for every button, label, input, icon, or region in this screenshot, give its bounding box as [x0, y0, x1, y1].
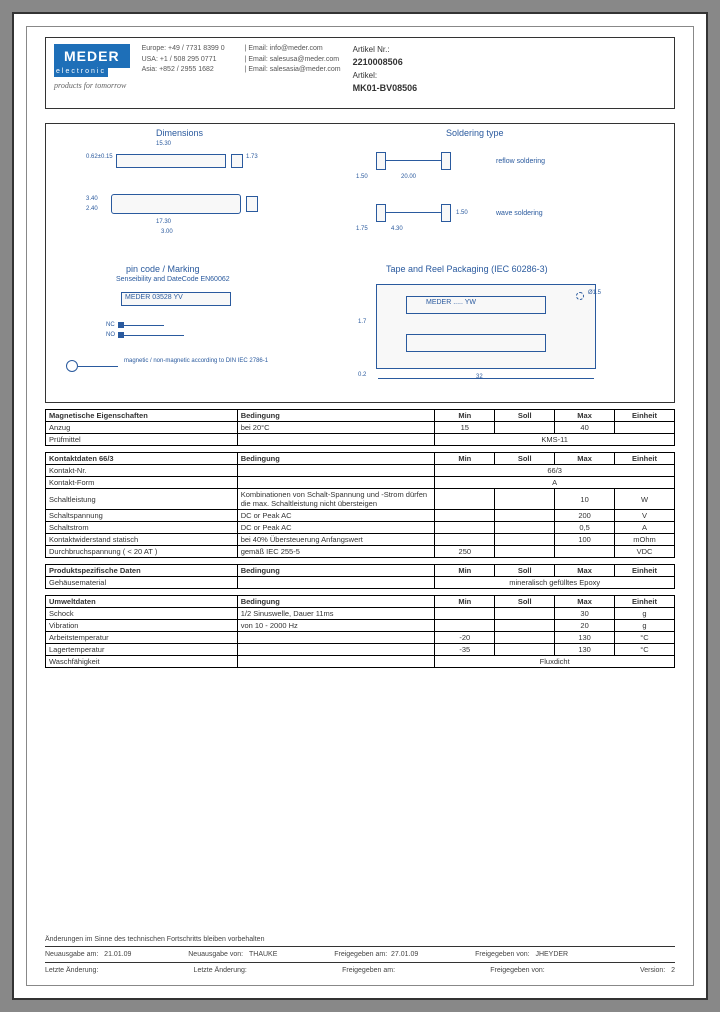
component-top-view	[116, 154, 226, 168]
marking-title: pin code / Marking	[126, 264, 200, 274]
soldering-title: Soldering type	[446, 128, 504, 138]
tape-marking: MEDER ..... YW	[426, 299, 476, 306]
datasheet-page: MEDER electronic products for tomorrow E…	[26, 26, 694, 986]
magnet-note: magnetic / non-magnetic according to DIN…	[124, 358, 268, 364]
spec-table: UmweltdatenBedingungMinSollMaxEinheitSch…	[45, 595, 675, 668]
article-nr: 2210008506	[353, 56, 418, 70]
article-name-label: Artikel:	[353, 70, 418, 82]
logo-block: MEDER electronic products for tomorrow	[54, 44, 130, 90]
reflow-pad2	[441, 152, 451, 170]
disclaimer: Änderungen im Sinne des technischen Fort…	[45, 936, 675, 943]
article-name: MK01-BV08506	[353, 82, 418, 96]
logo-subtitle: electronic	[54, 68, 108, 77]
technical-drawings: Dimensions Soldering type pin code / Mar…	[45, 123, 675, 403]
article-info: Artikel Nr.: 2210008506 Artikel: MK01-BV…	[353, 44, 418, 95]
tape-empty	[406, 334, 546, 352]
reflow-pad1	[376, 152, 386, 170]
spec-table: Magnetische EigenschaftenBedingungMinSol…	[45, 409, 675, 446]
footer-row2: Letzte Änderung: Letzte Änderung: Freige…	[45, 966, 675, 975]
dimensions-title: Dimensions	[156, 128, 203, 138]
contact-emails: | Email: info@meder.com| Email: salesusa…	[245, 44, 341, 76]
footer-row1: Neuausgabe am: 21.01.09 Neuausgabe von: …	[45, 950, 675, 959]
component-side	[231, 154, 243, 168]
contact-regions: Europe: +49 / 7731 8399 0USA: +1 / 508 2…	[142, 44, 237, 76]
marking-subtitle: Senseibility and DateCode EN60062	[116, 276, 230, 283]
packaging-title: Tape and Reel Packaging (IEC 60286-3)	[386, 264, 548, 274]
spec-table: Kontaktdaten 66/3BedingungMinSollMaxEinh…	[45, 452, 675, 558]
wave-pad2	[441, 204, 451, 222]
wave-label: wave soldering	[496, 210, 543, 217]
component-side2	[246, 196, 258, 212]
component-bottom-view	[111, 194, 241, 214]
contact-info: Europe: +49 / 7731 8399 0USA: +1 / 508 2…	[142, 44, 341, 76]
reflow-label: reflow soldering	[496, 158, 545, 165]
outer-frame: MEDER electronic products for tomorrow E…	[12, 12, 708, 1000]
spec-table: Produktspezifische DatenBedingungMinSoll…	[45, 564, 675, 589]
header: MEDER electronic products for tomorrow E…	[45, 37, 675, 109]
tagline: products for tomorrow	[54, 81, 126, 90]
wave-pad1	[376, 204, 386, 222]
marking-box: MEDER 03528 YV	[121, 292, 231, 306]
spec-tables: Magnetische EigenschaftenBedingungMinSol…	[45, 409, 675, 668]
magnet-icon	[66, 360, 78, 372]
footer: Änderungen im Sinne des technischen Fort…	[45, 936, 675, 975]
article-nr-label: Artikel Nr.:	[353, 44, 418, 56]
company-logo: MEDER	[54, 44, 130, 68]
